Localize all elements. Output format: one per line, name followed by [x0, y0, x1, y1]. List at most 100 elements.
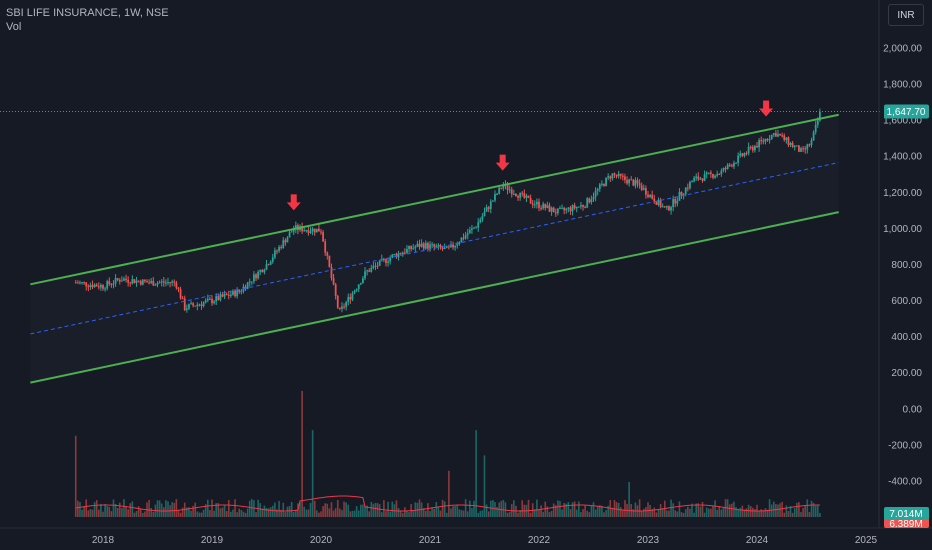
- candle-body: [116, 278, 119, 280]
- volume-bar: [330, 502, 333, 517]
- candle-body: [651, 194, 654, 199]
- volume-ma-tag: 6.389M: [884, 518, 929, 530]
- volume-bar: [230, 511, 232, 517]
- candle-body: [273, 250, 276, 258]
- volume-bar: [158, 500, 161, 517]
- x-tick-label: 2024: [746, 535, 769, 546]
- volume-bar: [336, 500, 339, 517]
- candle-body: [81, 282, 83, 284]
- candle-body: [303, 230, 306, 232]
- volume-bar: [215, 503, 217, 517]
- volume-bar: [192, 505, 194, 517]
- volume-bar: [552, 503, 555, 517]
- candle-body: [800, 148, 802, 152]
- volume-bar: [775, 504, 777, 517]
- volume-bar: [450, 508, 452, 517]
- candle-body: [594, 190, 597, 197]
- candle-body: [542, 203, 545, 209]
- candle-body: [787, 137, 790, 146]
- candle-body: [190, 303, 192, 305]
- candle-body: [250, 281, 253, 283]
- channel-mid-line[interactable]: [30, 162, 839, 335]
- candle-body: [804, 148, 807, 150]
- candle-body: [362, 278, 364, 284]
- volume-bar: [640, 511, 643, 517]
- candle-body: [468, 229, 471, 234]
- volume-bar: [638, 499, 641, 517]
- down-arrow-marker[interactable]: [286, 194, 301, 211]
- candle-body: [156, 282, 159, 285]
- currency-button[interactable]: INR: [888, 4, 924, 26]
- volume-bar: [213, 510, 215, 517]
- candle-body: [167, 282, 169, 284]
- volume-bar: [353, 510, 356, 517]
- candle-body: [378, 260, 381, 266]
- volume-bar: [643, 508, 645, 517]
- volume-bar: [322, 506, 324, 517]
- candle-body: [397, 253, 400, 258]
- volume-bar: [728, 504, 731, 517]
- channel-lower-line[interactable]: [30, 211, 839, 384]
- candle-body: [559, 207, 561, 209]
- channel-upper-line[interactable]: [30, 113, 839, 286]
- candle-body: [605, 177, 607, 186]
- candle-body: [263, 269, 266, 273]
- volume-bar: [529, 512, 532, 517]
- candle-body: [462, 237, 465, 239]
- volume-bar: [102, 511, 104, 517]
- volume-bar: [171, 502, 173, 517]
- candle-body: [439, 245, 442, 248]
- volume-bar: [632, 509, 635, 517]
- volume-bar: [439, 510, 442, 517]
- volume-bar: [481, 510, 484, 517]
- volume-bar: [538, 509, 540, 517]
- volume-bar: [477, 512, 480, 517]
- candle-body: [642, 188, 645, 190]
- candle-body: [481, 216, 484, 220]
- candle-body: [427, 242, 429, 249]
- candle-body: [640, 185, 643, 190]
- candle-body: [523, 193, 526, 198]
- volume-bar: [188, 507, 190, 517]
- volume-bar: [412, 510, 415, 517]
- candle-body: [91, 285, 94, 288]
- candle-body: [791, 142, 794, 147]
- candle-body: [471, 228, 473, 230]
- volume-bar: [91, 509, 94, 517]
- volume-bar: [598, 505, 601, 517]
- candle-body: [699, 178, 702, 180]
- candle-body: [550, 207, 553, 212]
- volume-label: Vol: [6, 21, 22, 33]
- down-arrow-marker[interactable]: [759, 100, 774, 117]
- volume-bar: [267, 508, 270, 517]
- volume-bar: [766, 509, 769, 517]
- volume-bar: [232, 509, 234, 517]
- volume-bar: [301, 391, 303, 517]
- candle-body: [420, 243, 423, 247]
- volume-bar: [408, 512, 410, 517]
- candle-body: [120, 280, 123, 282]
- volume-bar: [487, 511, 490, 517]
- volume-bar: [707, 508, 710, 517]
- volume-bar: [175, 499, 178, 517]
- volume-bar: [100, 503, 102, 517]
- volume-bar: [98, 509, 100, 517]
- volume-bar: [223, 505, 226, 517]
- volume-bar: [810, 500, 813, 517]
- y-tick-label: -400.00: [888, 476, 922, 487]
- volume-bar: [259, 503, 262, 517]
- volume-bar: [693, 512, 695, 517]
- candle-body: [779, 134, 781, 136]
- symbol-title: SBI LIFE INSURANCE, 1W, NSE: [6, 7, 169, 19]
- candle-body: [527, 195, 530, 198]
- candle-body: [802, 148, 805, 150]
- candle-body: [372, 265, 375, 268]
- volume-bar: [678, 501, 681, 517]
- volume-bar: [703, 512, 706, 517]
- svg-text:6.389M: 6.389M: [889, 519, 922, 530]
- volume-bar: [248, 500, 251, 517]
- down-arrow-marker[interactable]: [495, 154, 510, 171]
- candle-body: [705, 172, 708, 175]
- candle-body: [351, 293, 354, 300]
